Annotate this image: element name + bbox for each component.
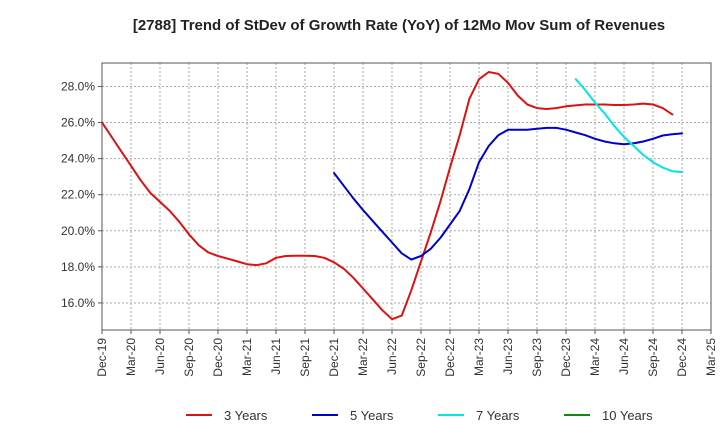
x-tick-label: Mar-22 bbox=[356, 338, 370, 376]
x-tick-label: Mar-23 bbox=[472, 338, 486, 376]
legend-label: 10 Years bbox=[602, 408, 653, 423]
x-tick-label: Dec-19 bbox=[95, 338, 109, 377]
x-tick-label: Jun-23 bbox=[501, 338, 515, 375]
x-tick-label: Dec-23 bbox=[559, 338, 573, 377]
series-line-5-years bbox=[333, 126, 683, 261]
y-tick-label: 22.0% bbox=[61, 188, 95, 202]
x-tick-label: Dec-20 bbox=[211, 338, 225, 377]
x-tick-label: Mar-21 bbox=[240, 338, 254, 376]
series-lines bbox=[101, 71, 683, 321]
legend-label: 3 Years bbox=[224, 408, 268, 423]
y-tick-label: 20.0% bbox=[61, 224, 95, 238]
series-line-7-years bbox=[574, 78, 683, 174]
legend: 3 Years 5 Years 7 Years 10 Years bbox=[186, 408, 653, 423]
y-tick-label: 16.0% bbox=[61, 296, 95, 310]
legend-label: 7 Years bbox=[476, 408, 520, 423]
x-axis: Dec-19 Mar-20 Jun-20 Sep-20 Dec-20 Mar-21 Jun-… bbox=[95, 330, 718, 377]
y-tick-label: 26.0% bbox=[61, 116, 95, 130]
chart-title: [2788] Trend of StDev of Growth Rate (Yo… bbox=[133, 17, 665, 34]
x-tick-label: Jun-21 bbox=[269, 338, 283, 375]
x-tick-label: Mar-20 bbox=[124, 338, 138, 376]
x-tick-label: Dec-21 bbox=[327, 338, 341, 377]
y-tick-label: 28.0% bbox=[61, 79, 95, 93]
y-tick-label: 24.0% bbox=[61, 152, 95, 166]
x-tick-label: Sep-23 bbox=[530, 338, 544, 377]
x-tick-label: Sep-21 bbox=[298, 338, 312, 377]
x-tick-label: Jun-24 bbox=[617, 338, 631, 375]
x-tick-label: Mar-24 bbox=[588, 338, 602, 376]
x-tick-label: Sep-22 bbox=[414, 338, 428, 377]
x-tick-label: Dec-24 bbox=[675, 338, 689, 377]
series-line-3-years bbox=[101, 71, 674, 321]
plot-area bbox=[101, 62, 712, 331]
x-tick-label: Jun-20 bbox=[153, 338, 167, 375]
x-tick-label: Dec-22 bbox=[443, 338, 457, 377]
y-axis: 16.0% 18.0% 20.0% 22.0% 24.0% 26.0% 28.0% bbox=[61, 79, 102, 310]
x-tick-label: Sep-20 bbox=[182, 338, 196, 377]
gridlines bbox=[101, 63, 712, 330]
x-tick-label: Mar-25 bbox=[704, 338, 718, 376]
x-tick-label: Sep-24 bbox=[646, 338, 660, 377]
x-tick-label: Jun-22 bbox=[385, 338, 399, 375]
y-tick-label: 18.0% bbox=[61, 260, 95, 274]
legend-label: 5 Years bbox=[350, 408, 394, 423]
